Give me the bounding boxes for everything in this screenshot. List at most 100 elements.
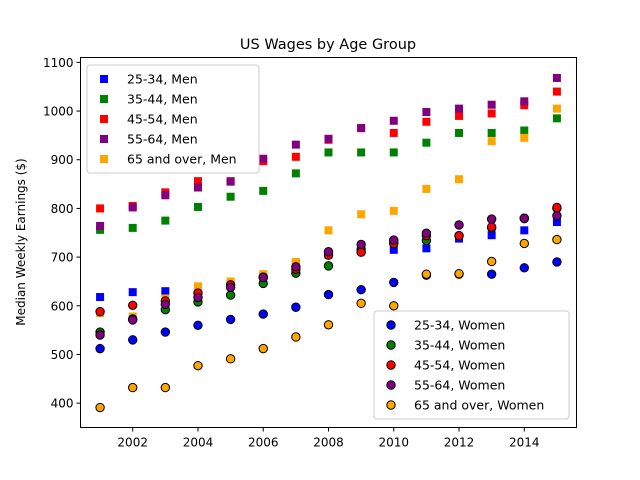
- data-point: [292, 153, 300, 161]
- data-point: [390, 148, 398, 156]
- legend-label: 65 and over, Men: [127, 152, 237, 167]
- data-point: [194, 293, 202, 301]
- x-tick-label: 2002: [117, 436, 148, 450]
- data-point: [553, 74, 561, 82]
- data-point: [194, 321, 202, 329]
- data-point: [553, 212, 561, 220]
- data-point: [161, 191, 169, 199]
- data-point: [357, 286, 365, 294]
- data-point: [292, 333, 300, 341]
- legend-label: 55-64, Women: [414, 378, 505, 393]
- data-point: [487, 215, 495, 223]
- data-point: [292, 141, 300, 149]
- data-point: [325, 226, 333, 234]
- data-point: [520, 214, 528, 222]
- data-point: [422, 229, 430, 237]
- x-tick-label: 2004: [183, 436, 214, 450]
- data-point: [422, 185, 430, 193]
- data-point: [259, 344, 267, 352]
- y-tick-label: 1100: [43, 56, 74, 70]
- legend-marker: [387, 341, 395, 349]
- legend-marker: [387, 361, 395, 369]
- data-point: [324, 262, 332, 270]
- data-point: [96, 403, 104, 411]
- data-point: [161, 328, 169, 336]
- legend-marker: [387, 321, 395, 329]
- data-point: [96, 204, 104, 212]
- legend-label: 35-44, Women: [414, 338, 505, 353]
- data-point: [226, 315, 234, 323]
- data-point: [96, 307, 104, 315]
- legend-label: 65 and over, Women: [414, 398, 544, 413]
- data-point: [357, 210, 365, 218]
- legend-label: 25-34, Men: [127, 72, 198, 87]
- data-point: [226, 283, 234, 291]
- data-point: [455, 129, 463, 137]
- data-point: [357, 248, 365, 256]
- data-point: [324, 248, 332, 256]
- data-point: [227, 193, 235, 201]
- data-point: [422, 270, 430, 278]
- data-point: [487, 257, 495, 265]
- data-point: [324, 321, 332, 329]
- data-point: [357, 299, 365, 307]
- data-point: [292, 169, 300, 177]
- data-point: [488, 129, 496, 137]
- legend-label: 45-54, Men: [127, 112, 198, 127]
- data-point: [194, 183, 202, 191]
- data-point: [357, 124, 365, 132]
- data-point: [553, 105, 561, 113]
- data-point: [422, 118, 430, 126]
- y-axis-label: Median Weekly Earnings ($): [14, 158, 28, 325]
- data-point: [161, 287, 169, 295]
- data-point: [259, 273, 267, 281]
- data-point: [390, 278, 398, 286]
- legend-marker: [387, 401, 395, 409]
- data-point: [357, 240, 365, 248]
- data-point: [487, 223, 495, 231]
- data-point: [488, 101, 496, 109]
- data-point: [455, 269, 463, 277]
- data-point: [487, 270, 495, 278]
- legend-label: 55-64, Men: [127, 132, 198, 147]
- y-tick-label: 500: [51, 348, 74, 362]
- legend-marker: [100, 75, 108, 83]
- data-point: [259, 310, 267, 318]
- data-point: [390, 129, 398, 137]
- data-point: [553, 203, 561, 211]
- data-point: [227, 178, 235, 186]
- data-point: [553, 235, 561, 243]
- data-point: [96, 344, 104, 352]
- data-point: [455, 221, 463, 229]
- data-point: [455, 105, 463, 113]
- legend-marker: [100, 95, 108, 103]
- data-point: [520, 134, 528, 142]
- data-point: [553, 258, 561, 266]
- x-tick-label: 2014: [509, 436, 540, 450]
- data-point: [96, 331, 104, 339]
- legend-women: 25-34, Women35-44, Women45-54, Women55-6…: [374, 311, 569, 419]
- data-point: [129, 288, 137, 296]
- data-point: [194, 203, 202, 211]
- legend-marker: [387, 381, 395, 389]
- legend-marker: [100, 135, 108, 143]
- data-point: [520, 226, 528, 234]
- x-tick-label: 2006: [248, 436, 279, 450]
- data-point: [129, 301, 137, 309]
- legend-label: 45-54, Women: [414, 358, 505, 373]
- data-point: [390, 207, 398, 215]
- data-point: [161, 300, 169, 308]
- y-tick-label: 900: [51, 153, 74, 167]
- data-point: [161, 217, 169, 225]
- data-point: [422, 139, 430, 147]
- data-point: [520, 239, 528, 247]
- data-point: [129, 224, 137, 232]
- data-point: [455, 231, 463, 239]
- data-point: [292, 263, 300, 271]
- data-point: [161, 383, 169, 391]
- data-point: [422, 244, 430, 252]
- data-point: [390, 117, 398, 125]
- y-tick-label: 800: [51, 202, 74, 216]
- data-point: [292, 303, 300, 311]
